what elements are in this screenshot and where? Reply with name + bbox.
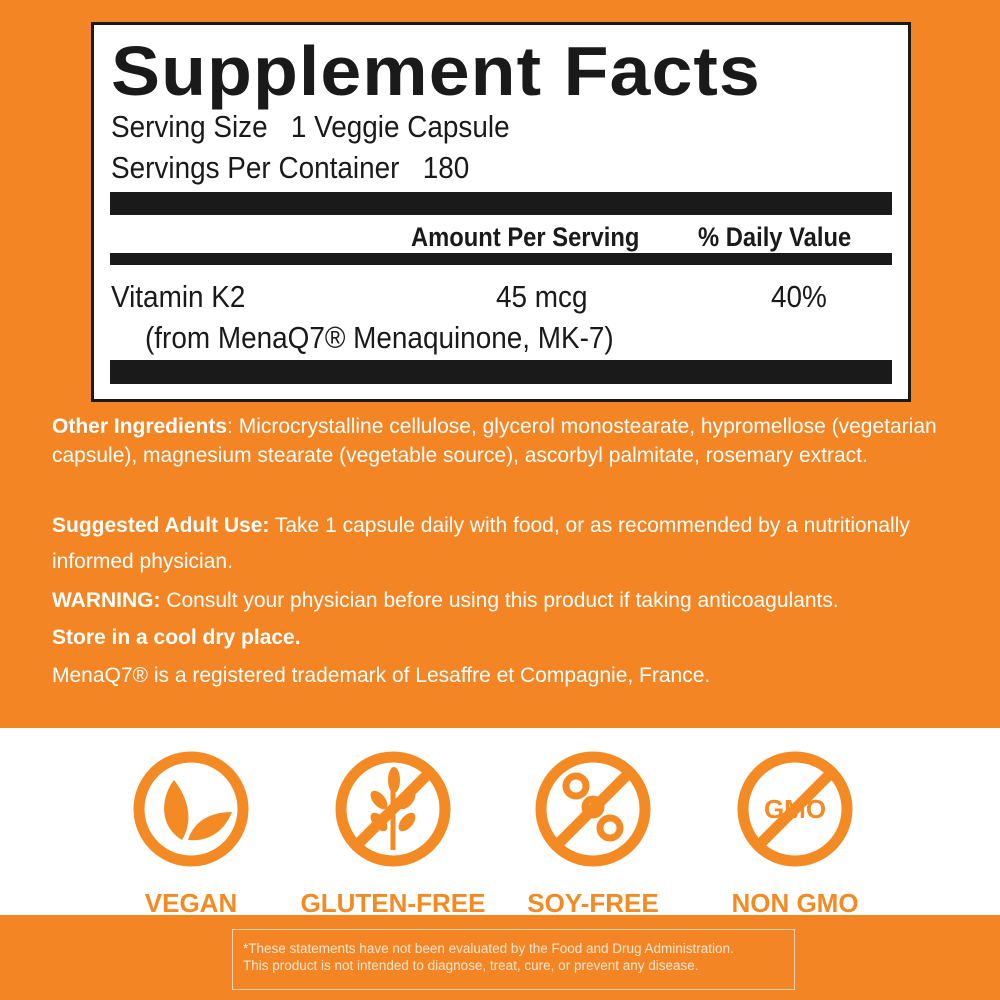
- warning-label: WARNING:: [52, 589, 161, 612]
- nutrient-source: (from MenaQ7® Menaquinone, MK-7): [145, 320, 614, 355]
- divider-bar: [110, 253, 892, 265]
- nutrient-dv: 40%: [771, 279, 827, 314]
- serving-size: Serving Size 1 Veggie Capsule: [111, 109, 510, 144]
- gmo-crossed-icon: GMO: [737, 751, 853, 867]
- disclaimer-line: This product is not intended to diagnose…: [243, 958, 699, 973]
- soy-crossed-icon: [535, 751, 651, 867]
- panel-title: Supplement Facts: [111, 32, 761, 110]
- fda-disclaimer: *These statements have not been evaluate…: [232, 929, 795, 990]
- suggested-use-label: Suggested Adult Use:: [52, 514, 270, 537]
- col-dv-header: % Daily Value: [698, 222, 852, 252]
- other-ingredients: Other Ingredients: Microcrystalline cell…: [52, 412, 982, 470]
- suggested-use-text: Take 1 capsule daily with food, or as re…: [52, 514, 910, 573]
- storage: Store in a cool dry place.: [52, 623, 982, 652]
- storage-text: Store in a cool dry place.: [52, 626, 301, 649]
- supplement-facts-panel: Supplement Facts Serving Size 1 Veggie C…: [91, 22, 911, 402]
- other-ingredients-label: Other Ingredients: [52, 415, 228, 438]
- trademark-note: MenaQ7® is a registered trademark of Les…: [52, 664, 711, 687]
- nutrient-amount: 45 mcg: [496, 279, 588, 314]
- badge-soy-free: SOY-FREE: [498, 750, 688, 919]
- suggested-use: Suggested Adult Use: Take 1 capsule dail…: [52, 508, 982, 580]
- badge-label: GLUTEN-FREE: [300, 888, 486, 918]
- divider-bar: [110, 192, 892, 215]
- servings-per-container: Servings Per Container 180: [111, 150, 470, 185]
- badge-vegan: VEGAN: [96, 750, 286, 919]
- wheat-crossed-icon: [335, 751, 451, 867]
- warning: WARNING: Consult your physician before u…: [52, 586, 982, 615]
- divider-bar: [110, 360, 892, 384]
- badge-label: NON GMO: [731, 888, 859, 918]
- badges-band: VEGAN GLUTEN-FREE SOY-FREE GMO: [0, 728, 1000, 918]
- col-amount-header: Amount Per Serving: [411, 222, 640, 252]
- disclaimer-line: *These statements have not been evaluate…: [243, 941, 734, 956]
- nutrient-name: Vitamin K2: [111, 279, 246, 314]
- badge-label: SOY-FREE: [527, 888, 659, 918]
- warning-text: Consult your physician before using this…: [160, 589, 839, 612]
- badge-gluten-free: GLUTEN-FREE: [298, 750, 488, 919]
- other-ingredients-text: : Microcrystalline cellulose, glycerol m…: [52, 415, 937, 467]
- leaf-icon: [133, 751, 249, 867]
- badge-label: VEGAN: [144, 888, 238, 918]
- badge-non-gmo: GMO NON GMO: [700, 750, 890, 919]
